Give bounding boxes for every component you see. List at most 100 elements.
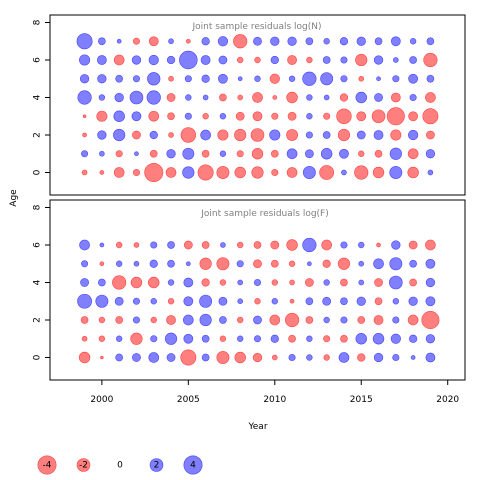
residual-bubble bbox=[184, 112, 192, 120]
residual-bubble bbox=[183, 277, 194, 288]
residual-bubble bbox=[306, 354, 313, 361]
residual-bubble bbox=[340, 278, 348, 287]
residual-bubble bbox=[306, 335, 313, 342]
residual-bubble bbox=[356, 111, 367, 122]
residual-bubble bbox=[167, 112, 175, 121]
residual-bubble bbox=[237, 298, 244, 305]
residual-bubble bbox=[340, 316, 348, 324]
residual-bubble bbox=[358, 260, 365, 267]
residual-bubble bbox=[237, 279, 244, 286]
residual-bubble bbox=[132, 316, 141, 324]
residual-bubble bbox=[200, 55, 211, 65]
residual-bubble bbox=[113, 128, 126, 142]
x-axis-label: Year bbox=[247, 422, 267, 432]
residual-bubble bbox=[237, 335, 244, 342]
residual-bubble bbox=[148, 54, 159, 66]
residual-bubble bbox=[78, 351, 91, 364]
panel-log-n: Joint sample residuals log(N) 0 2 4 6 8 bbox=[33, 14, 466, 196]
y-axis: 0 2 4 6 8 bbox=[33, 204, 50, 360]
residual-bubble bbox=[144, 163, 164, 183]
y-tick-label: 6 bbox=[33, 242, 43, 248]
residual-bubble bbox=[166, 93, 176, 102]
residual-bubble bbox=[237, 56, 244, 64]
residual-bubble bbox=[237, 76, 243, 82]
residual-bubble bbox=[147, 72, 161, 86]
residual-bubble bbox=[99, 150, 105, 157]
legend-bubble bbox=[76, 458, 91, 472]
residual-bubble bbox=[426, 130, 435, 140]
residual-bubble bbox=[270, 334, 279, 343]
residual-bubble bbox=[340, 334, 348, 343]
residual-bubble bbox=[132, 168, 141, 177]
residual-bubble bbox=[201, 241, 210, 249]
residual-bubble bbox=[286, 148, 298, 160]
residual-bubble bbox=[76, 33, 93, 50]
residual-bubble bbox=[358, 279, 365, 286]
residual-bubble bbox=[164, 332, 178, 345]
residual-bubble bbox=[113, 167, 125, 178]
residual-bubble bbox=[386, 107, 405, 126]
residual-bubble bbox=[374, 93, 383, 102]
residual-bubble bbox=[358, 75, 365, 82]
residual-bubble bbox=[340, 56, 348, 64]
residual-bubble bbox=[98, 316, 106, 324]
residual-bubble bbox=[113, 54, 125, 66]
residual-bubble bbox=[149, 130, 158, 140]
residual-bubble bbox=[219, 335, 227, 342]
residual-bubble bbox=[98, 94, 106, 101]
legend-label: 2 bbox=[154, 461, 160, 471]
bubble-group bbox=[76, 33, 439, 183]
x-tick-label: 2000 bbox=[90, 395, 113, 405]
y-tick-label: 0 bbox=[33, 169, 43, 175]
residual-bubble bbox=[305, 297, 314, 306]
residual-bubble bbox=[166, 55, 176, 65]
y-axis-label: Age bbox=[9, 189, 19, 207]
residual-bubble bbox=[302, 71, 317, 86]
residual-bubble bbox=[425, 258, 436, 269]
residual-bubble bbox=[271, 354, 278, 361]
residual-bubble bbox=[288, 334, 296, 343]
residual-bubble bbox=[216, 351, 230, 364]
residual-bubble bbox=[372, 166, 385, 179]
residual-bubble bbox=[201, 278, 210, 287]
residual-bubble bbox=[425, 92, 436, 103]
bubble-group bbox=[77, 237, 440, 366]
residual-bubble bbox=[426, 37, 435, 46]
residual-bubble bbox=[407, 166, 419, 179]
residual-bubble bbox=[373, 258, 384, 270]
residual-bubble bbox=[305, 316, 314, 324]
residual-bubble bbox=[323, 354, 330, 361]
residual-bubble bbox=[354, 165, 369, 180]
residual-bubble bbox=[182, 166, 195, 179]
residual-bubble bbox=[167, 241, 175, 249]
residual-bubble bbox=[114, 92, 124, 103]
residual-bubble bbox=[115, 353, 124, 362]
residual-bubble bbox=[372, 333, 385, 345]
residual-bubble bbox=[166, 149, 176, 159]
residual-bubble bbox=[81, 260, 89, 268]
residual-bubble bbox=[115, 260, 123, 267]
residual-bubble bbox=[252, 352, 263, 363]
residual-bubble bbox=[148, 110, 160, 122]
residual-bubble bbox=[390, 92, 401, 103]
residual-bubble bbox=[408, 240, 418, 250]
residual-bubble bbox=[319, 165, 335, 180]
residual-bubble bbox=[254, 75, 261, 82]
residual-bubble bbox=[336, 108, 352, 124]
residual-bubble bbox=[373, 55, 384, 65]
residual-bubble bbox=[133, 260, 140, 267]
residual-bubble bbox=[202, 94, 209, 101]
residual-bubble bbox=[425, 296, 436, 307]
residual-bubble bbox=[237, 316, 244, 324]
x-tick-label: 2015 bbox=[350, 395, 373, 405]
y-axis: 0 2 4 6 8 bbox=[33, 19, 50, 175]
residual-bubble bbox=[425, 334, 436, 344]
residual-bubble bbox=[150, 316, 157, 324]
residual-bubble bbox=[323, 335, 331, 343]
residual-bubble bbox=[407, 148, 419, 160]
residual-bubble bbox=[270, 36, 280, 46]
residual-bubble bbox=[339, 37, 349, 46]
residual-bubble bbox=[168, 132, 174, 138]
residual-bubble bbox=[96, 55, 107, 65]
residual-bubble bbox=[323, 316, 330, 324]
